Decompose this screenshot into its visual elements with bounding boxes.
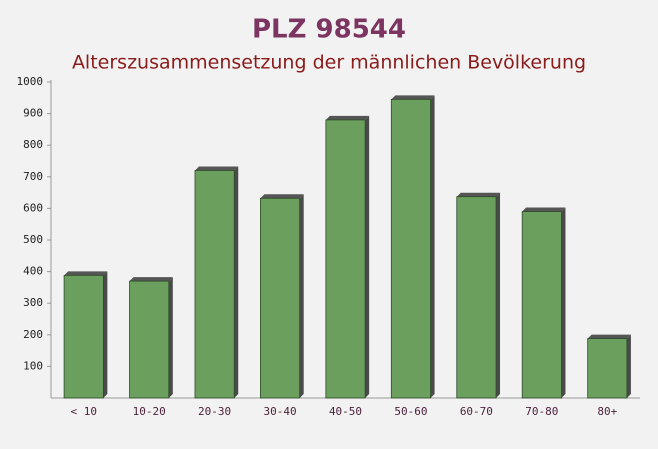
bar-top bbox=[456, 192, 501, 197]
chart-title: PLZ 98544 bbox=[252, 15, 406, 45]
y-tick-label: 400 bbox=[23, 265, 43, 278]
y-tick-label: 700 bbox=[23, 170, 43, 183]
x-tick-label: 50-60 bbox=[394, 405, 427, 418]
bar bbox=[390, 98, 431, 399]
bar bbox=[63, 274, 104, 399]
bar-side bbox=[365, 115, 370, 399]
bar bbox=[521, 211, 562, 399]
bar bbox=[587, 338, 628, 399]
bar-side bbox=[430, 95, 435, 398]
bar-top bbox=[194, 166, 239, 171]
bar bbox=[129, 280, 170, 399]
y-tick-label: 900 bbox=[23, 107, 43, 120]
bar-top bbox=[129, 277, 173, 282]
bar-side bbox=[103, 271, 108, 398]
y-tick-label: 1000 bbox=[17, 75, 44, 88]
bar-side bbox=[234, 166, 239, 398]
bar bbox=[260, 197, 301, 399]
x-tick-label: 20-30 bbox=[198, 405, 231, 418]
x-tick-label: 40-50 bbox=[329, 405, 362, 418]
x-tick-label: 60-70 bbox=[460, 405, 493, 418]
bar-top bbox=[325, 115, 370, 120]
x-tick-label: 30-40 bbox=[263, 405, 296, 418]
y-tick-label: 500 bbox=[23, 233, 43, 246]
bar bbox=[456, 196, 497, 399]
y-tick-label: 200 bbox=[23, 328, 43, 341]
y-tick-label: 600 bbox=[23, 201, 43, 214]
y-tick-label: 100 bbox=[23, 359, 43, 372]
bar-top bbox=[64, 271, 108, 276]
bar-side bbox=[626, 334, 631, 398]
x-tick-label: 10-20 bbox=[133, 405, 166, 418]
bar-top bbox=[260, 194, 304, 199]
x-tick-label: < 10 bbox=[70, 405, 97, 418]
x-tick-label: 80+ bbox=[597, 405, 617, 418]
bar bbox=[194, 170, 235, 399]
bar-side bbox=[496, 192, 501, 398]
bar bbox=[325, 119, 366, 399]
bar-side bbox=[561, 207, 566, 398]
x-tick-label: 70-80 bbox=[525, 405, 558, 418]
bar-top bbox=[391, 95, 435, 100]
bar-top bbox=[587, 334, 631, 339]
bar-side bbox=[168, 277, 173, 398]
y-tick-label: 800 bbox=[23, 138, 43, 151]
bar-top bbox=[522, 207, 566, 212]
y-tick-label: 300 bbox=[23, 296, 43, 309]
bar-side bbox=[299, 194, 304, 398]
chart-subtitle: Alterszusammensetzung der männlichen Bev… bbox=[72, 52, 586, 74]
